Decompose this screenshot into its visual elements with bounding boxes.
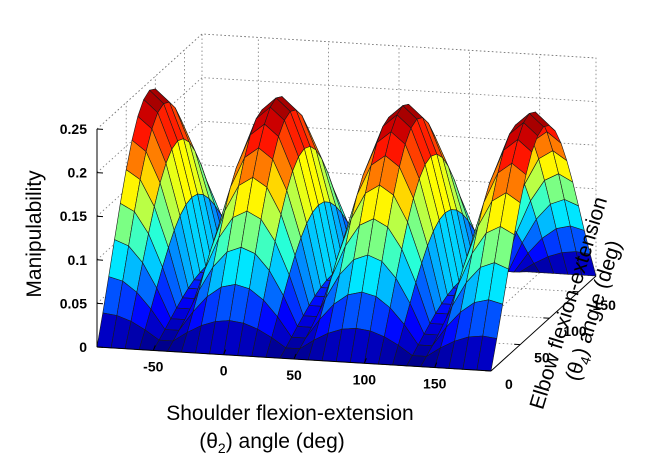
x-axis-label-line1: Shoulder flexion-extension <box>166 402 414 425</box>
z-tick-label: 0.25 <box>60 121 87 137</box>
x-tick-mark <box>223 349 227 355</box>
x-tick-mark <box>152 345 156 351</box>
grid-line-y <box>184 49 579 293</box>
x-tick-label: 100 <box>353 371 377 387</box>
z-tick-label: 0.15 <box>60 208 87 224</box>
axes <box>96 128 597 372</box>
x-tick-label: 0 <box>220 363 228 379</box>
grid-outline <box>96 33 597 276</box>
y-tick-label: 50 <box>534 350 550 366</box>
z-tick-label: 0.1 <box>68 252 88 268</box>
grid-line-z <box>96 120 597 217</box>
grid-line-z <box>96 164 597 261</box>
z-tick-label: 0 <box>79 339 87 355</box>
x-tick-mark <box>363 358 367 364</box>
tick-labels: 0 0.05 0.1 0.15 0.2 0.25 -50 0 50 100 150 0 50 100 150 <box>60 121 616 392</box>
grid-line-z <box>96 77 597 173</box>
z-tick-label: 0.05 <box>60 295 87 311</box>
z-axis-label: Manipulability <box>23 170 46 298</box>
y-tick-label: 100 <box>563 323 587 339</box>
x-tick-mark <box>293 353 297 360</box>
x-tick-label: 50 <box>286 367 302 383</box>
surface-patches <box>96 88 597 372</box>
x-tick-label: 150 <box>423 376 447 392</box>
x-tick-label: -50 <box>143 358 163 374</box>
z-tick-label: 0.2 <box>68 165 88 181</box>
y-tick-label: 0 <box>505 376 513 392</box>
y-tick-label: 150 <box>593 297 617 313</box>
x-axis-label-line2: (θ2) angle (deg) <box>199 430 345 456</box>
x-tick-mark <box>434 362 438 368</box>
